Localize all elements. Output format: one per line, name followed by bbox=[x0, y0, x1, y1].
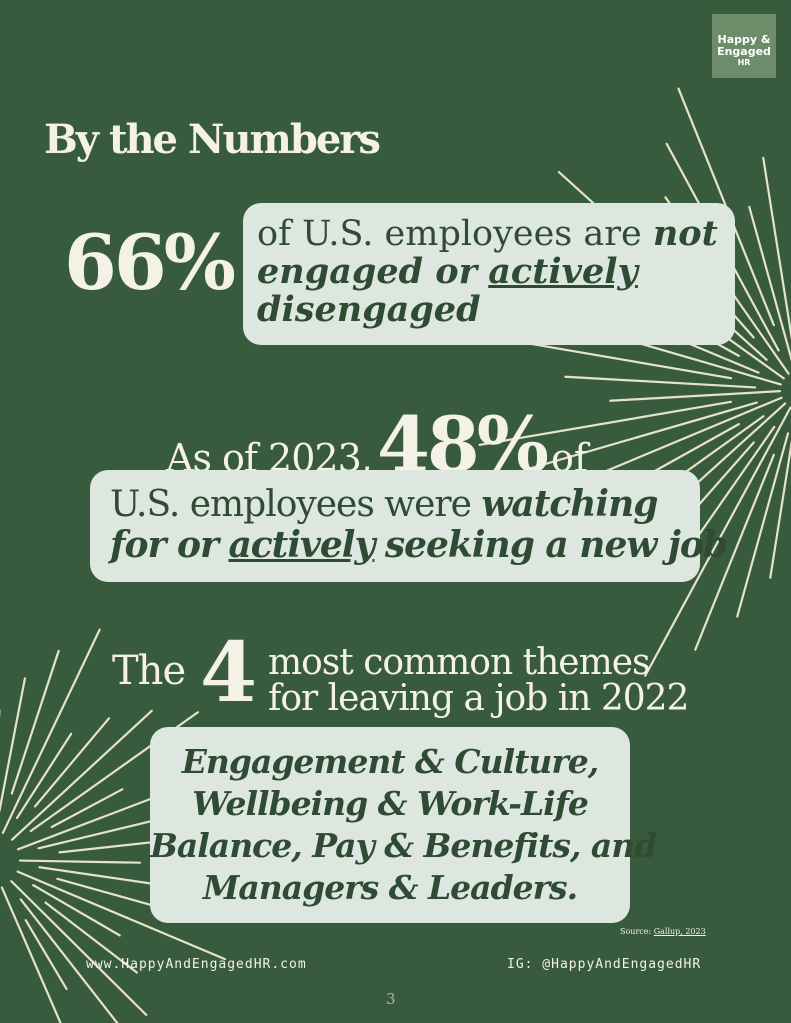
logo-text: Engaged bbox=[717, 45, 771, 58]
stat-number: 66% bbox=[64, 218, 236, 307]
logo-text: Happy & bbox=[717, 33, 771, 46]
ray bbox=[10, 880, 148, 1016]
ray bbox=[24, 919, 68, 991]
ray bbox=[16, 793, 165, 851]
ray bbox=[19, 898, 119, 1023]
stat-number: 4 bbox=[200, 625, 257, 721]
ray bbox=[736, 432, 790, 618]
title: By the Numbers bbox=[44, 116, 381, 163]
source-label: Source: bbox=[620, 927, 652, 936]
stat-emphasis: actively bbox=[228, 524, 375, 566]
stat-emphasis: watching bbox=[481, 483, 658, 525]
ray bbox=[1, 628, 101, 835]
stat-text: for leaving a job in 2022 bbox=[268, 678, 689, 719]
ray bbox=[564, 375, 757, 389]
stat-emphasis: not bbox=[652, 213, 718, 254]
ray bbox=[769, 439, 791, 579]
stat-box: of U.S. employees are not engaged or act… bbox=[243, 203, 735, 345]
ray bbox=[690, 425, 776, 547]
ray bbox=[18, 859, 142, 864]
theme-line: Balance, Pay & Benefits, and bbox=[150, 826, 657, 865]
ray bbox=[582, 396, 783, 482]
stat-text: most common themes bbox=[268, 642, 650, 683]
ray bbox=[10, 649, 60, 795]
ray bbox=[33, 717, 111, 808]
logo-text: HR bbox=[737, 58, 751, 67]
ray bbox=[50, 788, 124, 829]
ray bbox=[530, 401, 758, 470]
ray bbox=[748, 205, 791, 362]
page-number: 3 bbox=[386, 990, 396, 1008]
stat-heading: most common themes for leaving a job in … bbox=[268, 642, 689, 719]
ray bbox=[15, 732, 73, 820]
ray bbox=[694, 453, 775, 651]
ray bbox=[32, 884, 121, 937]
stat-text: The bbox=[112, 648, 186, 694]
themes-box: Engagement & Culture, Wellbeing & Work-L… bbox=[150, 727, 657, 923]
ray bbox=[0, 677, 27, 812]
stat-emphasis: for or bbox=[110, 524, 219, 566]
ray bbox=[762, 156, 791, 341]
stat-text: U.S. employees were bbox=[110, 484, 472, 525]
ray bbox=[10, 709, 153, 841]
ray bbox=[44, 901, 138, 974]
ray bbox=[0, 886, 62, 1023]
theme-line: Wellbeing & Work-Life bbox=[192, 784, 589, 823]
stat-emphasis: actively bbox=[488, 251, 638, 292]
stat-text: of U.S. employees are bbox=[257, 214, 642, 254]
stat-box: U.S. employees were watching for or acti… bbox=[90, 470, 728, 582]
source: Source: Gallup, 2023 bbox=[620, 927, 706, 936]
logo: Happy & Engaged HR bbox=[712, 14, 776, 78]
footer-instagram[interactable]: IG: @HappyAndEngagedHR bbox=[507, 957, 702, 972]
ray bbox=[522, 341, 733, 380]
footer-website[interactable]: www.HappyAndEngagedHR.com bbox=[86, 957, 307, 972]
ray bbox=[644, 406, 791, 677]
ray bbox=[16, 870, 227, 961]
ray bbox=[609, 390, 782, 402]
stat-emphasis: engaged or bbox=[257, 251, 478, 292]
stat-emphasis: seeking a new job bbox=[384, 524, 728, 566]
theme-line: Managers & Leaders. bbox=[202, 868, 578, 907]
ray bbox=[478, 400, 733, 446]
source-link[interactable]: Gallup, 2023 bbox=[653, 927, 706, 936]
stat-emphasis: disengaged bbox=[257, 289, 481, 330]
theme-line: Engagement & Culture, bbox=[181, 742, 600, 781]
